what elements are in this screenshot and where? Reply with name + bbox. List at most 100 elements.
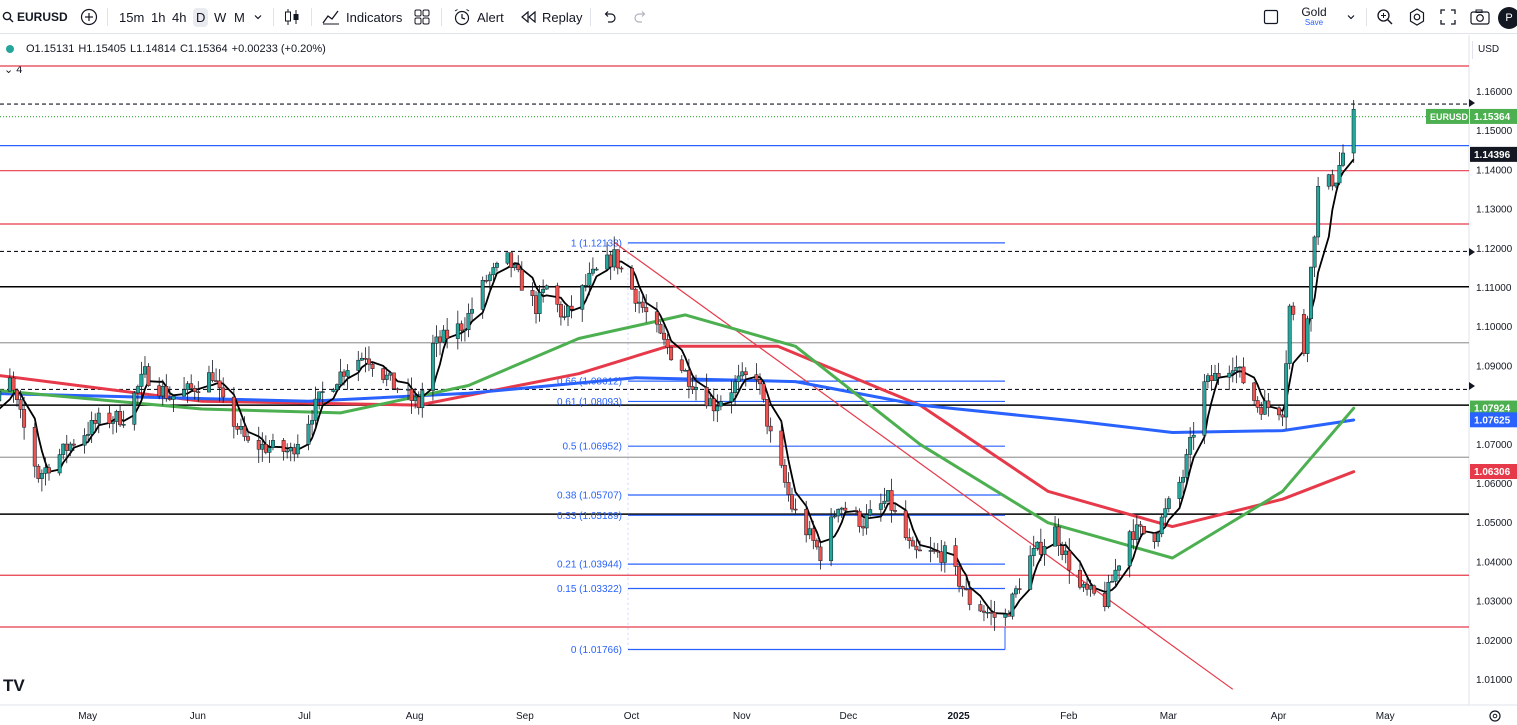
layout-save[interactable]: Gold Save [1300,0,1328,34]
candle-style-icon[interactable] [284,0,300,34]
candle [22,396,27,440]
candle [1085,578,1089,596]
candle [494,261,499,272]
price-tick-label: 1.12000 [1476,244,1513,255]
timeframe-4h[interactable]: 4h [172,9,187,25]
candle [541,279,546,303]
candle-body [1017,588,1022,590]
ema-red-line[interactable] [0,344,1356,529]
candle-body [317,391,322,400]
candle-body [281,440,286,452]
candle-body [1152,533,1157,542]
candle [196,381,201,402]
redo-icon[interactable] [634,0,648,34]
replay-button[interactable]: Replay [542,9,583,25]
candle-body [857,510,862,527]
candle-body [1202,381,1207,436]
timeframe-w[interactable]: W [214,9,227,25]
indicator-collapse-toggle[interactable]: ⌄ 4 [4,63,22,76]
candle [978,600,983,613]
add-symbol-icon[interactable] [80,0,98,34]
candle [1127,529,1132,578]
timeframe-1h[interactable]: 1h [151,9,166,25]
candle-body [733,381,738,393]
settings-gear-icon[interactable] [1408,0,1426,34]
candle [288,442,293,462]
candle-body [829,516,834,562]
candle-body [530,290,535,296]
undo-icon[interactable] [602,0,616,34]
price-tick-label: 1.02000 [1476,636,1513,647]
candle [793,498,798,514]
timeframe-chevron-down-icon[interactable] [253,0,263,34]
indicators-icon[interactable] [322,0,340,34]
candle [1191,422,1196,450]
replay-icon[interactable] [521,0,537,34]
candle-body [68,443,73,451]
candle [1067,538,1072,584]
candle-body [679,359,684,371]
candle [121,410,126,428]
alert-button[interactable]: Alert [477,9,504,25]
candle [907,528,912,549]
candle [334,383,339,390]
symbol-label[interactable]: EURUSD [17,10,68,24]
candle [743,367,748,387]
candle-body [615,249,620,269]
layout-chevron-down-icon[interactable] [1346,0,1356,34]
candle [505,252,510,266]
candle [587,262,592,296]
ema-black-line[interactable] [0,158,1355,616]
symbol-search-icon[interactable] [2,0,14,34]
candle-body [1088,585,1093,590]
candle [210,359,215,383]
candle-body [1053,526,1058,547]
candle [580,284,585,322]
trendline[interactable] [613,241,1234,690]
candle-body [111,421,115,424]
timeframe-15m[interactable]: 15m [119,9,145,25]
candle-body [189,383,194,389]
time-axis-settings-icon[interactable] [1489,710,1501,722]
candle [1326,173,1331,190]
candle [1209,365,1214,391]
candle-body [409,388,414,401]
timeframe-d[interactable]: D [193,0,209,34]
top-toolbar: EURUSD 15m 1h 4h D W M Indicators Alert … [0,0,1517,34]
candle [370,361,375,377]
fullscreen-box-icon[interactable] [1263,0,1279,34]
candle [1102,581,1107,612]
time-tick-label: May [78,711,97,722]
timeframe-m[interactable]: M [234,9,245,25]
candle-body [430,343,435,391]
candle-body [708,398,713,407]
candle-body [210,372,215,381]
indicators-button[interactable]: Indicators [346,9,403,25]
price-badge-value: 1.15364 [1474,112,1511,123]
candle-body [1230,370,1235,374]
alert-clock-icon[interactable] [453,0,471,34]
candle-body [1259,407,1264,415]
candle [146,363,151,387]
candle-body [1102,592,1107,607]
quick-search-icon[interactable] [1376,0,1394,34]
avatar[interactable]: P [1498,7,1517,29]
candle-body [391,372,396,390]
fullscreen-icon[interactable] [1440,0,1456,34]
candle [665,334,670,355]
currency-selector[interactable]: USD [1472,41,1516,59]
candle-body [711,398,716,412]
candle [640,292,645,313]
candle-body [1177,481,1182,499]
candle-body [1042,545,1047,555]
candle-body [470,309,474,314]
candle-body [640,301,645,308]
timeframe-d-label: D [193,7,209,27]
ema-blue-line[interactable] [0,376,1356,434]
candle [139,361,144,399]
candle-body [338,371,343,385]
candle [857,508,862,533]
layouts-grid-icon[interactable] [414,0,430,34]
camera-snapshot-icon[interactable] [1470,0,1490,34]
